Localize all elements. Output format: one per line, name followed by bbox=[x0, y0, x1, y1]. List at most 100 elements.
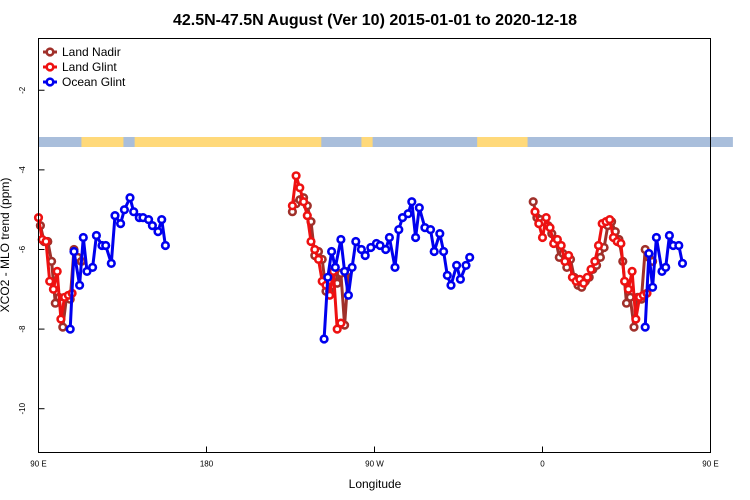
data-point bbox=[125, 193, 135, 203]
data-point bbox=[87, 262, 98, 273]
data-point bbox=[528, 197, 538, 207]
legend-marker bbox=[45, 62, 55, 72]
data-point bbox=[69, 246, 79, 257]
data-point bbox=[661, 262, 671, 273]
data-point bbox=[58, 322, 68, 332]
data-point bbox=[56, 314, 66, 324]
x-tick-label: 90 E bbox=[30, 460, 46, 469]
data-point bbox=[582, 272, 592, 282]
data-point bbox=[119, 205, 129, 215]
data-point bbox=[351, 236, 361, 247]
data-point bbox=[465, 252, 475, 262]
data-point bbox=[414, 203, 424, 213]
data-point bbox=[439, 246, 449, 257]
ocean-band-segment bbox=[38, 137, 82, 147]
data-point bbox=[593, 240, 604, 251]
data-point bbox=[295, 183, 305, 193]
data-point bbox=[394, 225, 404, 235]
data-point bbox=[287, 201, 298, 211]
data-point bbox=[115, 219, 126, 229]
legend-label: Ocean Glint bbox=[62, 75, 126, 89]
data-point bbox=[411, 232, 421, 243]
data-point bbox=[677, 258, 688, 269]
y-tick-label: -4 bbox=[18, 166, 27, 174]
data-point bbox=[627, 266, 637, 277]
x-axis-label: Longitude bbox=[349, 477, 402, 491]
axis-ticks: 90 E 180 90 W 0 90 E -2 -4 -6 -8 -10 bbox=[18, 86, 719, 468]
data-point bbox=[45, 276, 55, 286]
data-point bbox=[52, 266, 62, 277]
y-tick-label: -8 bbox=[18, 325, 27, 333]
data-point bbox=[330, 262, 340, 273]
data-point bbox=[319, 334, 329, 344]
data-point bbox=[435, 229, 445, 239]
data-point bbox=[347, 262, 357, 273]
data-point bbox=[91, 230, 101, 241]
x-tick-label: 90 W bbox=[365, 460, 384, 469]
data-point bbox=[644, 248, 654, 259]
data-point bbox=[461, 260, 471, 271]
ocean-band-segment bbox=[372, 137, 478, 147]
y-tick-label: -6 bbox=[18, 245, 27, 253]
data-point bbox=[442, 270, 452, 281]
data-point bbox=[48, 284, 59, 294]
y-tick-label: -2 bbox=[18, 86, 27, 94]
data-point bbox=[619, 276, 630, 286]
legend-label: Land Glint bbox=[62, 60, 117, 74]
data-point bbox=[160, 240, 170, 251]
data-point bbox=[336, 234, 346, 245]
data-point bbox=[640, 322, 650, 332]
data-point bbox=[101, 240, 111, 251]
data-point bbox=[674, 240, 684, 251]
data-point bbox=[616, 238, 626, 249]
data-point bbox=[647, 282, 658, 292]
plot-frame bbox=[38, 38, 711, 453]
data-point bbox=[623, 284, 634, 294]
data-point bbox=[65, 324, 75, 334]
data-point bbox=[534, 219, 544, 229]
data-point bbox=[455, 274, 466, 284]
data-point bbox=[425, 225, 436, 235]
x-tick-label: 180 bbox=[200, 460, 214, 469]
surface-band bbox=[38, 137, 733, 147]
data-point bbox=[563, 250, 574, 261]
data-point bbox=[129, 207, 139, 217]
data-point bbox=[153, 227, 163, 237]
data-point bbox=[541, 213, 551, 223]
data-point bbox=[651, 232, 662, 243]
data-point bbox=[586, 264, 596, 275]
data-point bbox=[74, 280, 85, 290]
data-point bbox=[403, 209, 413, 219]
data-point bbox=[302, 211, 312, 221]
data-point bbox=[356, 244, 367, 255]
data-point bbox=[605, 215, 615, 225]
legend-label: Land Nadir bbox=[62, 45, 121, 59]
data-point bbox=[664, 230, 675, 241]
data-point bbox=[41, 236, 51, 247]
data-point bbox=[407, 197, 417, 207]
data-point bbox=[452, 260, 462, 271]
x-tick-label: 90 E bbox=[702, 460, 718, 469]
y-tick-label: -10 bbox=[18, 402, 27, 414]
data-point bbox=[360, 250, 370, 261]
data-point bbox=[157, 215, 167, 225]
legend-marker bbox=[45, 77, 55, 87]
series-layer bbox=[33, 171, 688, 344]
ocean-band-segment bbox=[527, 137, 733, 147]
data-point bbox=[537, 232, 548, 243]
data-point bbox=[556, 240, 566, 251]
data-point bbox=[106, 258, 116, 269]
data-point bbox=[629, 322, 639, 332]
data-point bbox=[291, 171, 301, 181]
data-point bbox=[340, 266, 350, 277]
data-point bbox=[390, 262, 400, 273]
data-point bbox=[336, 318, 346, 328]
data-point bbox=[552, 234, 563, 245]
data-point bbox=[446, 280, 456, 290]
y-axis-label: XCO2 - MLO trend (ppm) bbox=[0, 178, 12, 313]
data-point bbox=[384, 232, 395, 243]
data-point bbox=[147, 221, 157, 231]
data-point bbox=[144, 215, 154, 225]
